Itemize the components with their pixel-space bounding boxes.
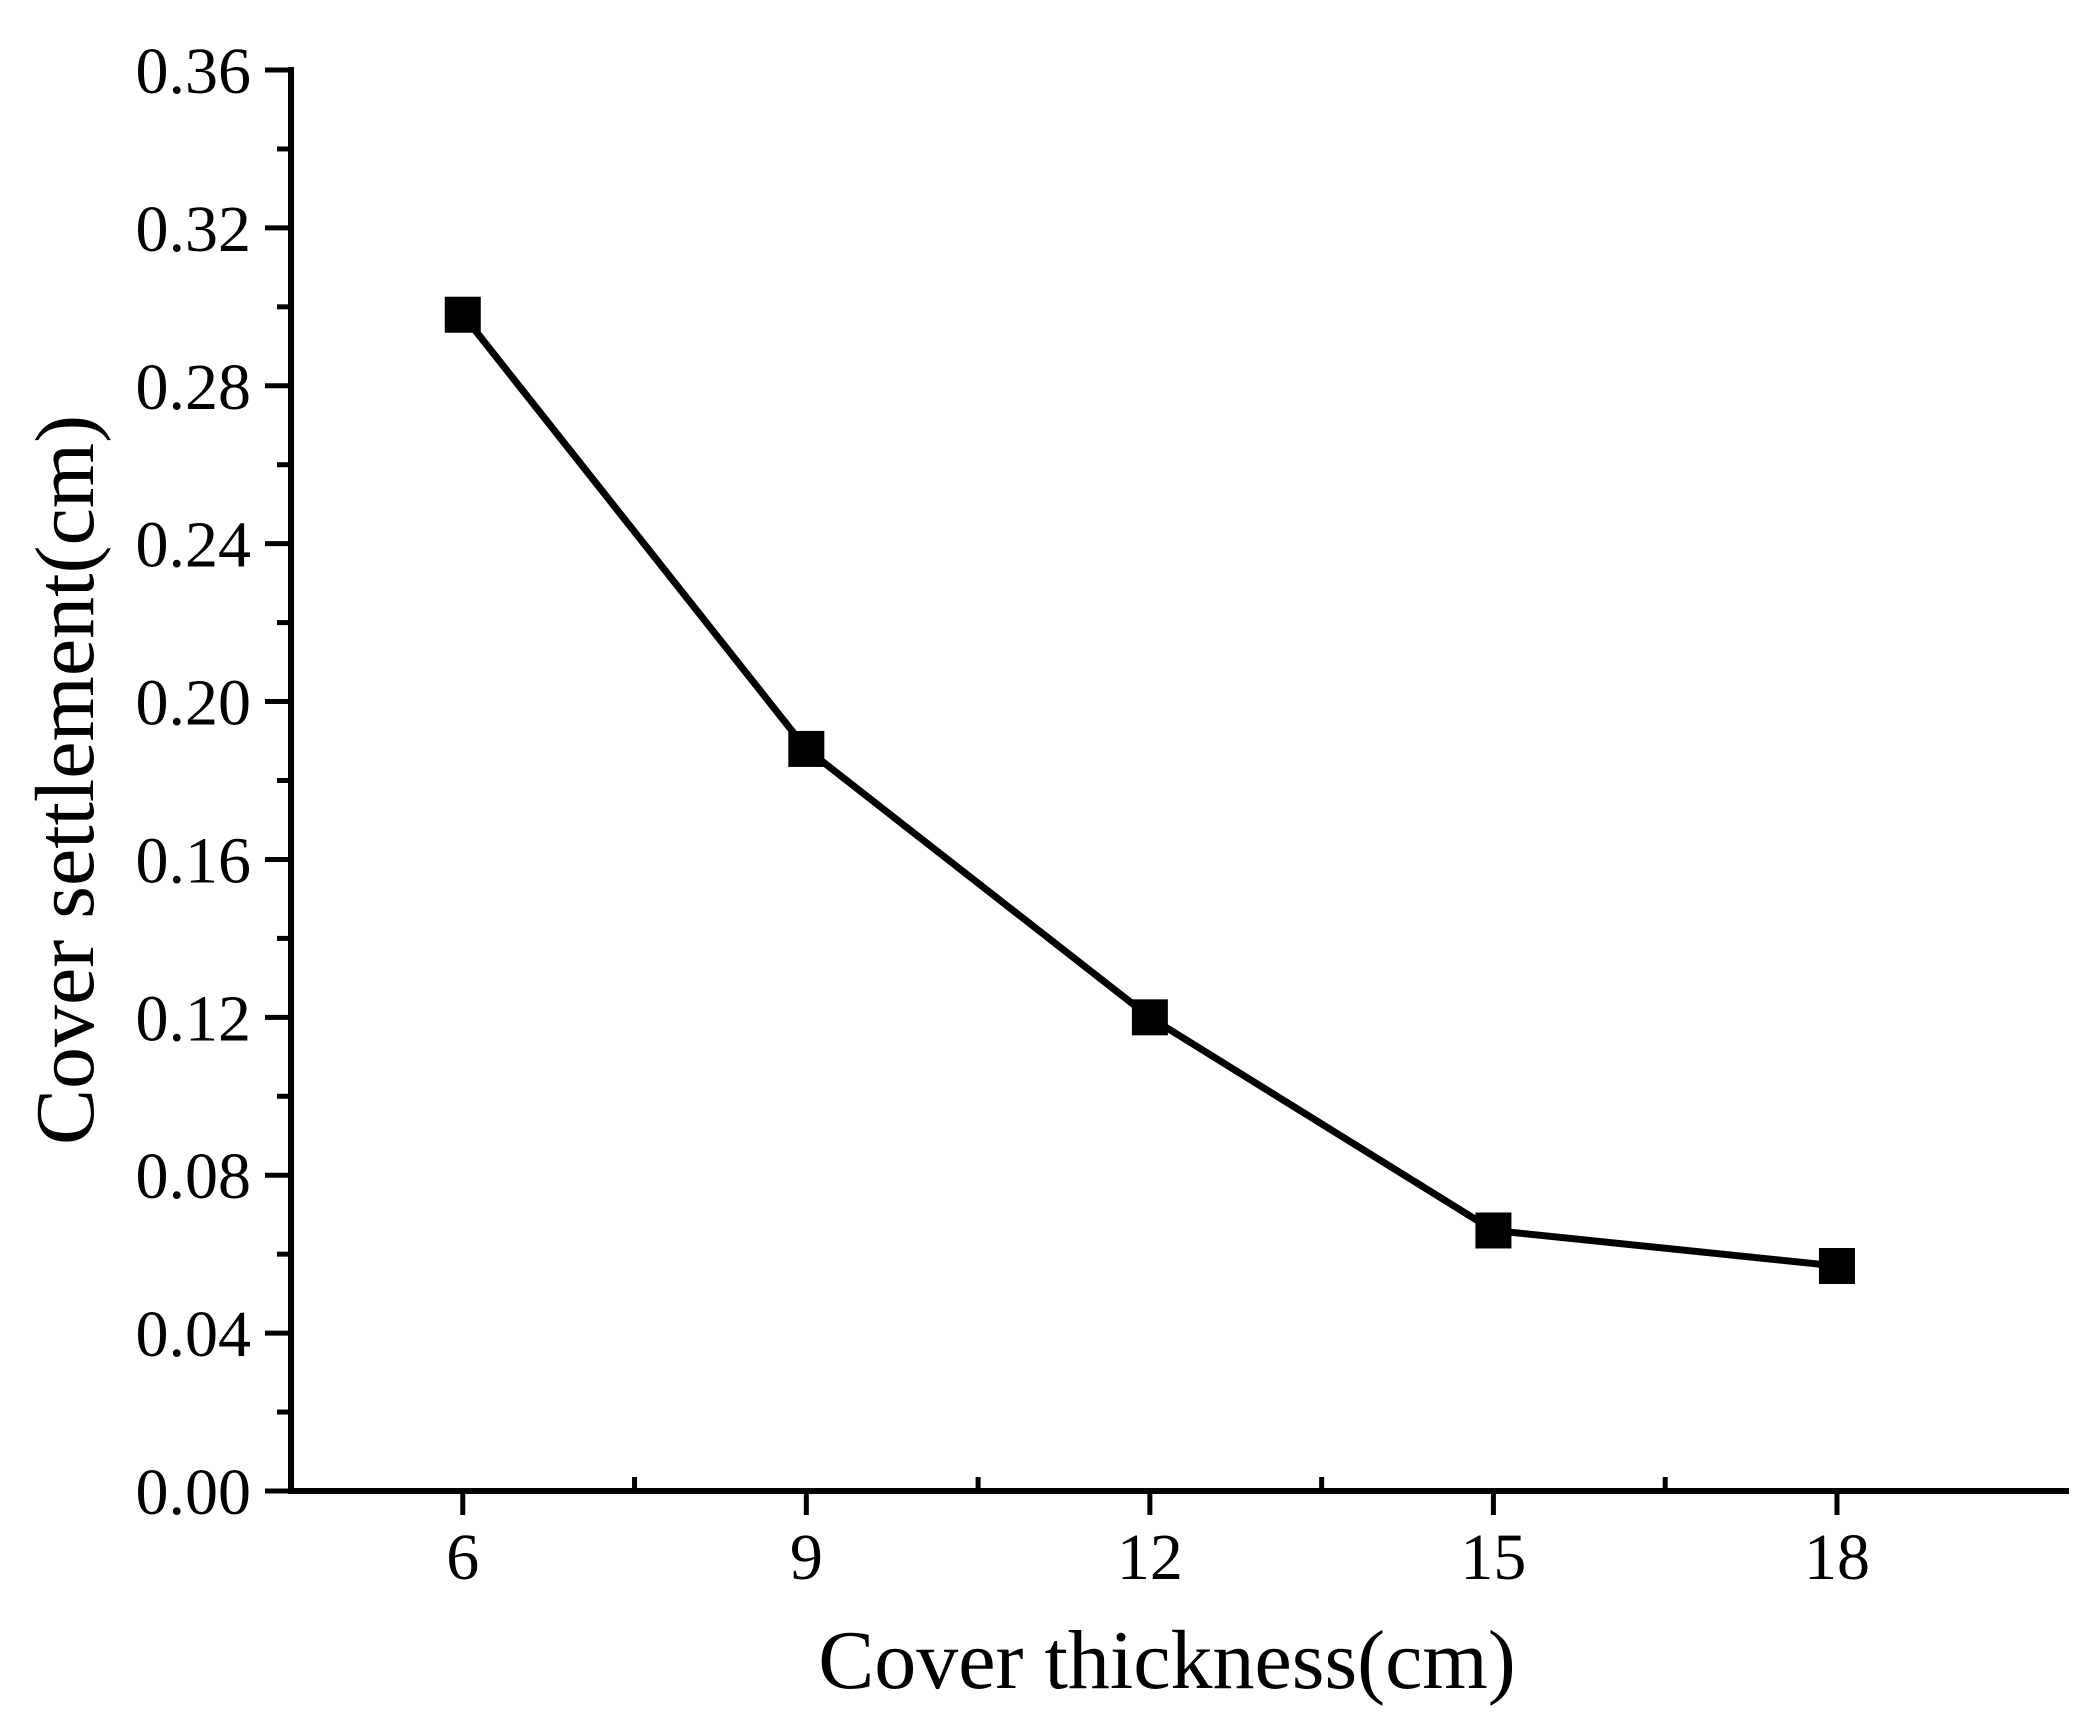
y-tick-label: 0.08 bbox=[136, 1140, 252, 1213]
x-tick-label: 18 bbox=[1804, 1521, 1870, 1594]
data-point bbox=[1131, 999, 1168, 1036]
y-tick-label: 0.04 bbox=[136, 1298, 252, 1371]
y-tick-label: 0.00 bbox=[136, 1456, 252, 1529]
x-tick-label: 12 bbox=[1117, 1521, 1183, 1594]
y-tick-label: 0.12 bbox=[136, 982, 252, 1055]
series-layer bbox=[444, 296, 1855, 1285]
data-point bbox=[1818, 1248, 1855, 1285]
y-tick-label: 0.32 bbox=[136, 193, 252, 266]
x-tick-label: 15 bbox=[1460, 1521, 1526, 1594]
y-tick-label: 0.16 bbox=[136, 824, 252, 897]
x-axis-title: Cover thickness(cm) bbox=[818, 1614, 1515, 1707]
series-line bbox=[460, 312, 1838, 1270]
y-tick-label: 0.20 bbox=[136, 667, 252, 740]
x-ticks: 6 9 12 15 18 bbox=[446, 1491, 1870, 1594]
x-tick-label: 9 bbox=[790, 1521, 823, 1594]
y-minor-ticks bbox=[277, 146, 291, 1415]
x-tick-label: 6 bbox=[446, 1521, 479, 1594]
y-tick-label: 0.24 bbox=[136, 509, 252, 582]
y-ticks: 0.00 0.04 0.08 0.12 0.16 0.20 0.24 0.28 0.32 0.36 bbox=[136, 35, 291, 1529]
y-axis-title: Cover settlement(cm) bbox=[19, 415, 112, 1145]
y-tick-label: 0.28 bbox=[136, 351, 252, 424]
data-point bbox=[1475, 1212, 1512, 1249]
data-point bbox=[788, 730, 825, 767]
y-tick-label: 0.36 bbox=[136, 35, 252, 108]
data-point bbox=[444, 296, 481, 333]
